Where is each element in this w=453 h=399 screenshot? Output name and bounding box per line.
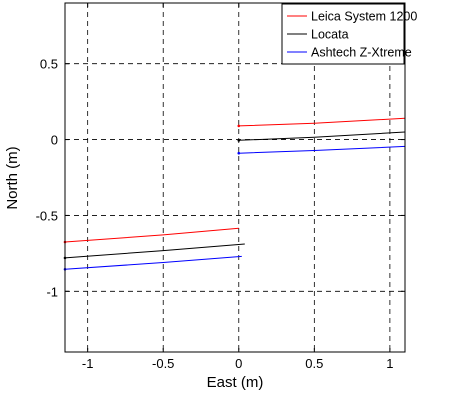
x-tick-label: 0 bbox=[235, 356, 242, 371]
segment-endpoint bbox=[237, 124, 241, 128]
series-line-segment bbox=[64, 255, 242, 270]
x-axis-label: East (m) bbox=[207, 374, 264, 391]
x-tick-label: -1 bbox=[82, 356, 94, 371]
series-leica-system-1200 bbox=[63, 117, 406, 244]
legend: Leica System 1200 Locata Ashtech Z-Xtreme bbox=[281, 3, 417, 65]
segment-endpoint bbox=[237, 139, 241, 142]
series-line-segment bbox=[64, 227, 239, 243]
series-line-segment bbox=[64, 243, 245, 259]
y-axis: -1 -0.5 0 0.5 bbox=[36, 57, 405, 299]
y-axis-label: North (m) bbox=[4, 146, 21, 209]
segment-endpoint bbox=[237, 151, 241, 155]
y-tick-label: -1 bbox=[46, 284, 58, 299]
series-line-segment bbox=[238, 145, 406, 154]
y-tick-label: 0.5 bbox=[40, 57, 58, 72]
series-ashtech-z-xtreme bbox=[63, 145, 406, 271]
y-tick-label: -0.5 bbox=[36, 208, 58, 223]
x-tick-label: 0.5 bbox=[305, 356, 323, 371]
plot-frame bbox=[64, 2, 406, 353]
legend-label: Locata bbox=[311, 28, 349, 42]
series-locata bbox=[63, 131, 406, 260]
y-tick-label: 0 bbox=[51, 133, 58, 148]
x-tick-label: 1 bbox=[386, 356, 393, 371]
series-group bbox=[63, 117, 406, 271]
series-line-segment bbox=[238, 131, 406, 141]
legend-label: Ashtech Z-Xtreme bbox=[311, 46, 412, 60]
x-tick-label: -0.5 bbox=[152, 356, 174, 371]
series-line-segment bbox=[238, 117, 406, 127]
legend-label: Leica System 1200 bbox=[311, 10, 417, 24]
